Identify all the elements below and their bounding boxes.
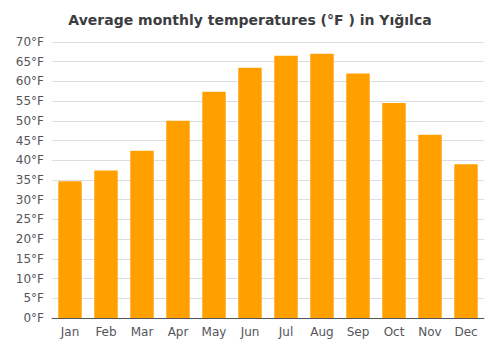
- svg-text:70°F: 70°F: [16, 35, 44, 49]
- svg-text:Mar: Mar: [131, 325, 154, 339]
- svg-text:40°F: 40°F: [16, 153, 44, 167]
- svg-text:45°F: 45°F: [16, 134, 44, 148]
- svg-text:15°F: 15°F: [16, 252, 44, 266]
- svg-text:Average monthly temperatures (: Average monthly temperatures (°F ) in Yı…: [68, 12, 431, 28]
- svg-text:65°F: 65°F: [16, 55, 44, 69]
- svg-text:55°F: 55°F: [16, 94, 44, 108]
- svg-text:May: May: [202, 325, 227, 339]
- svg-text:Aug: Aug: [310, 325, 333, 339]
- svg-text:Jun: Jun: [240, 325, 260, 339]
- svg-text:Dec: Dec: [454, 325, 477, 339]
- svg-text:30°F: 30°F: [16, 193, 44, 207]
- svg-text:Apr: Apr: [168, 325, 189, 339]
- svg-text:Jan: Jan: [60, 325, 80, 339]
- svg-text:60°F: 60°F: [16, 74, 44, 88]
- svg-text:0°F: 0°F: [23, 311, 44, 325]
- svg-text:Jul: Jul: [278, 325, 293, 339]
- svg-text:10°F: 10°F: [16, 272, 44, 286]
- svg-text:20°F: 20°F: [16, 232, 44, 246]
- svg-text:35°F: 35°F: [16, 173, 44, 187]
- svg-text:Nov: Nov: [418, 325, 441, 339]
- svg-text:5°F: 5°F: [23, 291, 44, 305]
- svg-text:25°F: 25°F: [16, 212, 44, 226]
- svg-text:Oct: Oct: [384, 325, 405, 339]
- svg-text:Sep: Sep: [347, 325, 370, 339]
- svg-text:50°F: 50°F: [16, 114, 44, 128]
- svg-text:Feb: Feb: [95, 325, 116, 339]
